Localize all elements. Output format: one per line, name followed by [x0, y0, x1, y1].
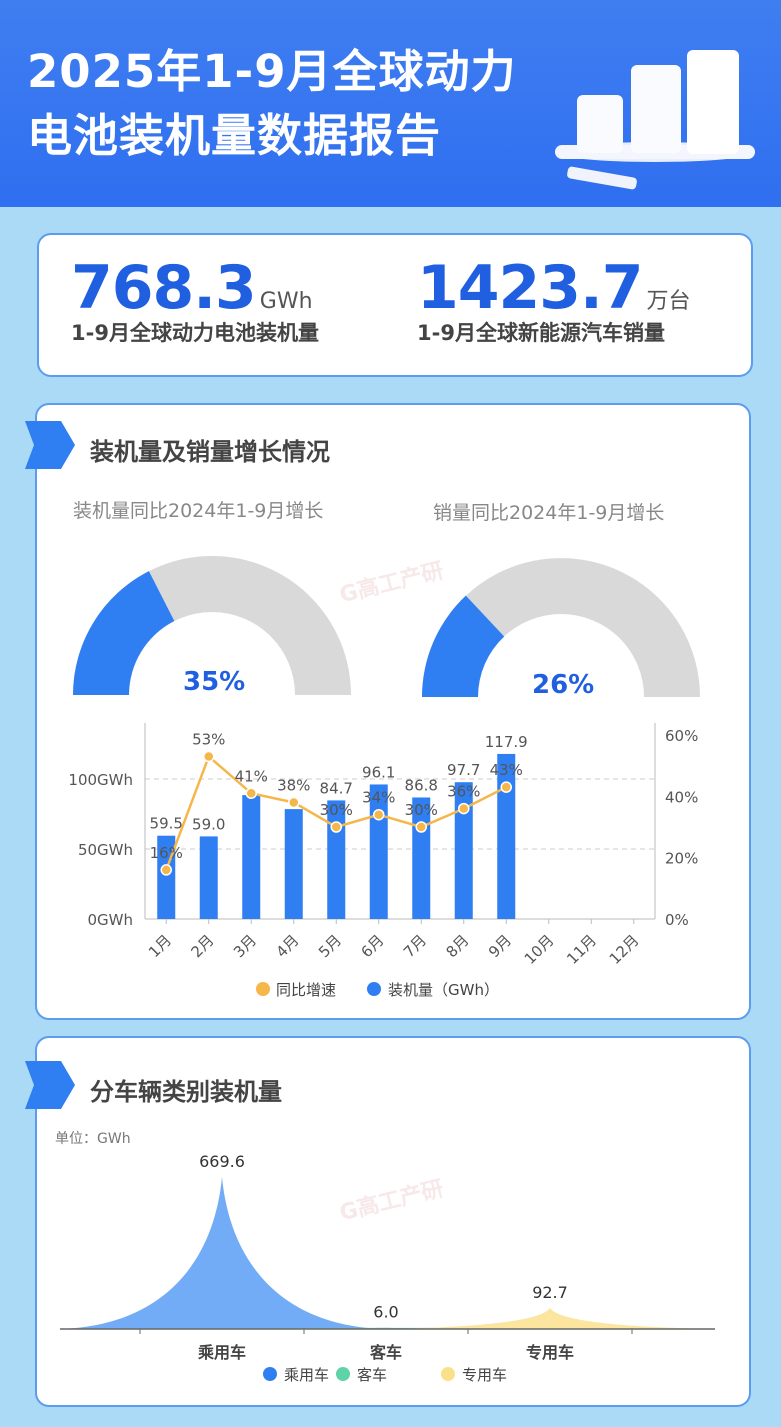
- unit-label: 单位：GWh: [55, 1131, 131, 1147]
- growth-point: [373, 808, 385, 821]
- growth-label: 41%: [235, 767, 268, 785]
- bar-label: 117.9: [485, 733, 528, 751]
- growth-label: 43%: [490, 761, 523, 779]
- growth-point: [458, 802, 470, 815]
- bar-label: 59.5: [150, 815, 183, 833]
- legend-label: 同比增速: [276, 981, 336, 999]
- kpi-installed: 768.3 GWh 1-9月全球动力电池装机量: [71, 253, 319, 345]
- x-tick-label: 7月: [400, 931, 430, 961]
- left-tick-label: 0GWh: [87, 911, 133, 929]
- x-tick-label: 专用车: [526, 1343, 574, 1362]
- kpi-sales: 1423.7 万台 1-9月全球新能源汽车销量: [417, 253, 691, 345]
- growth-point: [500, 781, 512, 793]
- kpi-card: 768.3 GWh 1-9月全球动力电池装机量 1423.7 万台 1-9月全球新能…: [37, 233, 753, 377]
- vehicle-card: [35, 1036, 751, 1407]
- area-label: 669.6: [199, 1152, 245, 1171]
- area-label: 6.0: [373, 1303, 398, 1322]
- growth-label: 38%: [277, 776, 310, 794]
- gauge-fill: [422, 595, 505, 697]
- bar-label: 59.0: [192, 815, 225, 833]
- page-title: 2025年1-9月全球动力 电池装机量数据报告: [27, 45, 517, 162]
- bar-line-chart: 0GWh 50GWh 100GWh 0% 20% 40% 60% 1月 2月 3月 4月 5月 6月 7月…: [68, 723, 698, 999]
- gauge-value: 35%: [183, 667, 246, 697]
- right-tick-label: 0%: [665, 911, 689, 929]
- growth-point: [288, 796, 300, 809]
- growth-point: [203, 750, 215, 763]
- x-tick-label: 6月: [357, 931, 387, 961]
- bar: [242, 795, 261, 919]
- x-tick-label: 3月: [230, 931, 260, 961]
- legend-dot: [367, 982, 381, 996]
- gauge-label: 装机量同比2024年1-9月增长: [73, 500, 324, 522]
- area-peak: [385, 1307, 715, 1329]
- area-peak: [57, 1177, 387, 1329]
- right-tick-label: 60%: [665, 727, 698, 745]
- right-tick-label: 40%: [665, 788, 698, 806]
- x-tick-label: 5月: [315, 931, 345, 961]
- bar-chart-illustration-icon: [555, 50, 755, 190]
- legend-label: 装机量（GWh）: [388, 981, 499, 999]
- growth-label: 53%: [192, 730, 225, 748]
- growth-label: 30%: [320, 801, 353, 819]
- gauge-label: 销量同比2024年1-9月增长: [433, 502, 665, 524]
- x-tick-label: 12月: [606, 931, 643, 968]
- growth-point: [415, 821, 427, 833]
- header: 2025年1-9月全球动力 电池装机量数据报告: [0, 0, 781, 207]
- x-tick-label: 4月: [272, 931, 302, 961]
- bar: [497, 753, 516, 919]
- legend-label: 客车: [357, 1366, 387, 1384]
- bar: [199, 836, 218, 919]
- growth-label: 34%: [362, 789, 395, 807]
- legend-dot: [441, 1367, 455, 1381]
- legend-dot: [336, 1367, 350, 1381]
- bar-label: 86.8: [405, 776, 438, 794]
- bar: [284, 809, 303, 919]
- x-tick-label: 1月: [145, 931, 175, 961]
- x-tick-label: 客车: [370, 1343, 402, 1362]
- area-label: 92.7: [532, 1283, 568, 1302]
- gauge-track: [422, 558, 700, 697]
- bar-label: 96.1: [362, 763, 395, 781]
- x-tick-label: 2月: [187, 931, 217, 961]
- gauges: [73, 556, 700, 697]
- x-tick-label: 10月: [521, 931, 558, 968]
- bar-label: 84.7: [320, 779, 353, 797]
- section-title: 分车辆类别装机量: [90, 1078, 282, 1106]
- gauge-value: 26%: [532, 670, 595, 700]
- growth-point: [330, 821, 342, 833]
- legend-label: 专用车: [462, 1366, 507, 1384]
- x-tick-label: 8月: [442, 931, 472, 961]
- bar: [454, 782, 473, 919]
- x-tick-label: 9月: [485, 931, 515, 961]
- x-tick-label: 11月: [563, 931, 600, 968]
- growth-label: 30%: [405, 801, 438, 819]
- growth-label: 16%: [150, 844, 183, 862]
- legend-dot: [263, 1367, 277, 1381]
- growth-point: [245, 787, 257, 800]
- left-tick-label: 50GWh: [78, 841, 133, 859]
- gauge-fill: [73, 571, 175, 695]
- legend-dot: [256, 982, 270, 996]
- growth-label: 36%: [447, 783, 480, 801]
- growth-point: [160, 864, 172, 876]
- section-title: 装机量及销量增长情况: [90, 438, 330, 466]
- growth-card: [35, 403, 751, 1020]
- x-tick-label: 乘用车: [197, 1343, 246, 1362]
- left-tick-label: 100GWh: [68, 771, 133, 789]
- legend-label: 乘用车: [284, 1366, 329, 1384]
- bar-label: 97.7: [447, 761, 480, 779]
- right-tick-label: 20%: [665, 850, 698, 868]
